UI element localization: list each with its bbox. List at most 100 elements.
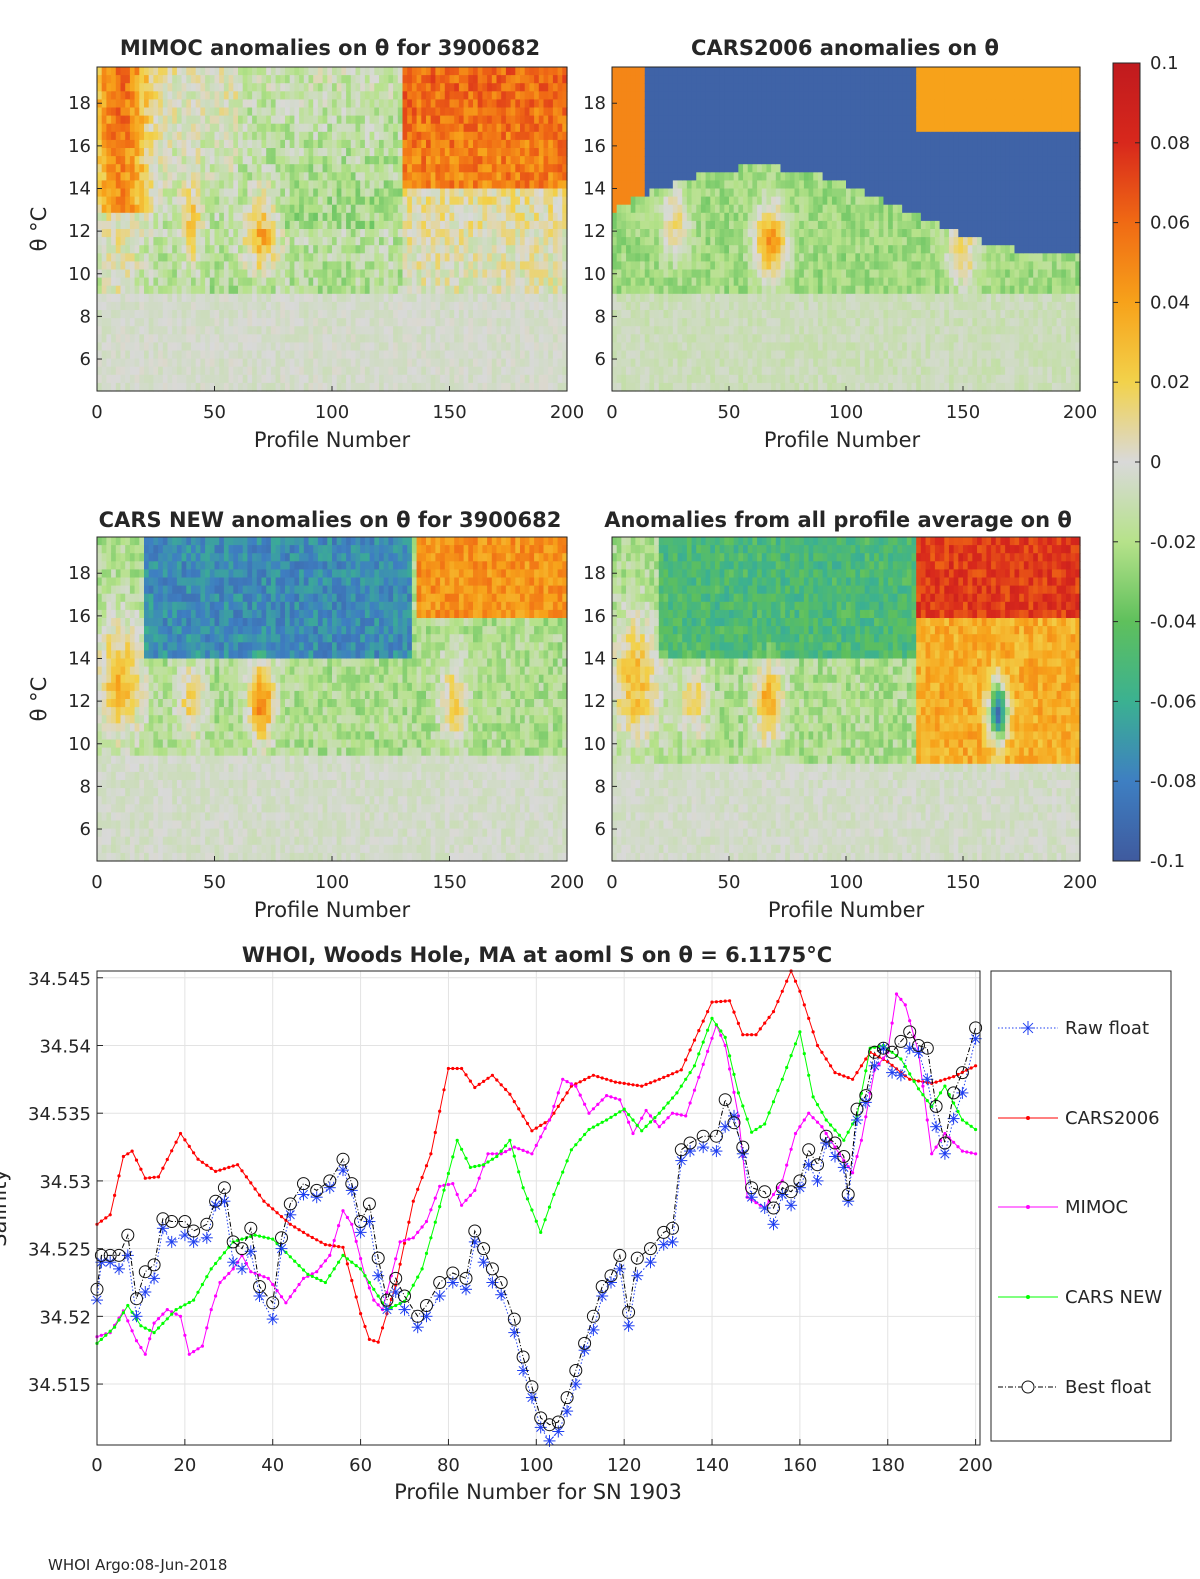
heatmap-cell xyxy=(144,294,149,303)
heatmap-cell xyxy=(313,229,318,238)
heatmap-cell xyxy=(276,164,281,173)
heatmap-cell xyxy=(139,172,144,181)
heatmap-cell xyxy=(529,351,534,360)
heatmap-cell xyxy=(332,75,337,84)
heatmap-cell xyxy=(356,99,361,108)
heatmap-cell xyxy=(659,75,664,84)
heatmap-cell xyxy=(116,318,121,327)
heatmap-cell xyxy=(393,132,398,141)
heatmap-cell xyxy=(539,116,544,125)
x-tick-label: 0 xyxy=(91,402,102,423)
heatmap-cell xyxy=(102,148,107,157)
heatmap-cell xyxy=(257,83,262,92)
heatmap-cell xyxy=(163,375,168,384)
heatmap-cell xyxy=(654,205,659,214)
heatmap-cell xyxy=(285,140,290,149)
heatmap-cell xyxy=(511,156,516,165)
heatmap-cell xyxy=(196,132,201,141)
heatmap-cell xyxy=(337,164,342,173)
heatmap-cell xyxy=(102,359,107,368)
heatmap-cell xyxy=(548,302,553,311)
heatmap-cell xyxy=(459,132,464,141)
heatmap-cell xyxy=(337,351,342,360)
heatmap-cell xyxy=(337,286,342,295)
heatmap-cell xyxy=(182,221,187,230)
heatmap-cell xyxy=(388,180,393,189)
heatmap-cell xyxy=(621,270,626,279)
heatmap-cell xyxy=(682,213,687,222)
heatmap-cell xyxy=(421,83,426,92)
heatmap-cell xyxy=(659,67,664,76)
heatmap-cell xyxy=(384,229,389,238)
heatmap-cell xyxy=(673,99,678,108)
heatmap-cell xyxy=(515,351,520,360)
heatmap-cell xyxy=(511,383,516,392)
heatmap-cell xyxy=(215,294,220,303)
heatmap-cell xyxy=(659,375,664,384)
heatmap-cell xyxy=(649,278,654,287)
heatmap-cell xyxy=(229,75,234,84)
heatmap-cell xyxy=(356,318,361,327)
heatmap-cell xyxy=(177,342,182,351)
heatmap-cell xyxy=(139,83,144,92)
heatmap-cell xyxy=(200,351,205,360)
heatmap-cell xyxy=(529,221,534,230)
heatmap-cell xyxy=(168,229,173,238)
heatmap-cell xyxy=(332,367,337,376)
heatmap-cell xyxy=(706,318,711,327)
heatmap-cell xyxy=(631,205,636,214)
heatmap-cell xyxy=(215,359,220,368)
heatmap-cell xyxy=(200,367,205,376)
heatmap-cell xyxy=(654,245,659,254)
heatmap-cell xyxy=(440,261,445,270)
heatmap-cell xyxy=(219,197,224,206)
heatmap-cell xyxy=(271,326,276,335)
heatmap-cell xyxy=(464,229,469,238)
heatmap-cell xyxy=(426,302,431,311)
heatmap-cell xyxy=(299,148,304,157)
heatmap-cell xyxy=(337,367,342,376)
heatmap-cell xyxy=(130,245,135,254)
heatmap-cell xyxy=(360,286,365,295)
heatmap-cell xyxy=(229,164,234,173)
heatmap-cell xyxy=(403,75,408,84)
heatmap-cell xyxy=(158,359,163,368)
heatmap-cell xyxy=(506,189,511,198)
heatmap-cell xyxy=(116,108,121,117)
heatmap-cell xyxy=(290,213,295,222)
heatmap-cell xyxy=(247,172,252,181)
heatmap-cell xyxy=(654,83,659,92)
heatmap-cell xyxy=(106,164,111,173)
heatmap-cell xyxy=(374,229,379,238)
heatmap-cell xyxy=(525,148,530,157)
heatmap-cell xyxy=(177,383,182,392)
heatmap-cell xyxy=(482,124,487,133)
heatmap-cell xyxy=(238,140,243,149)
heatmap-cell xyxy=(710,351,715,360)
heatmap-cell xyxy=(102,197,107,206)
heatmap-cell xyxy=(515,132,520,141)
heatmap-cell xyxy=(635,245,640,254)
heatmap-cell xyxy=(388,213,393,222)
heatmap-cell xyxy=(351,351,356,360)
heatmap-cell xyxy=(247,342,252,351)
heatmap-cell xyxy=(280,108,285,117)
heatmap-cell xyxy=(421,359,426,368)
heatmap-cell xyxy=(673,124,678,133)
heatmap-cell xyxy=(635,164,640,173)
heatmap-cell xyxy=(285,197,290,206)
heatmap-cell xyxy=(172,253,177,262)
heatmap-cell xyxy=(435,318,440,327)
heatmap-cell xyxy=(229,326,234,335)
heatmap-cell xyxy=(168,213,173,222)
heatmap-cell xyxy=(388,302,393,311)
heatmap-cell xyxy=(482,164,487,173)
heatmap-cell xyxy=(539,318,544,327)
heatmap-cell xyxy=(398,148,403,157)
heatmap-cell xyxy=(276,334,281,343)
heatmap-cell xyxy=(215,124,220,133)
heatmap-cell xyxy=(309,172,314,181)
heatmap-cell xyxy=(374,245,379,254)
heatmap-cell xyxy=(393,140,398,149)
heatmap-cell xyxy=(290,156,295,165)
